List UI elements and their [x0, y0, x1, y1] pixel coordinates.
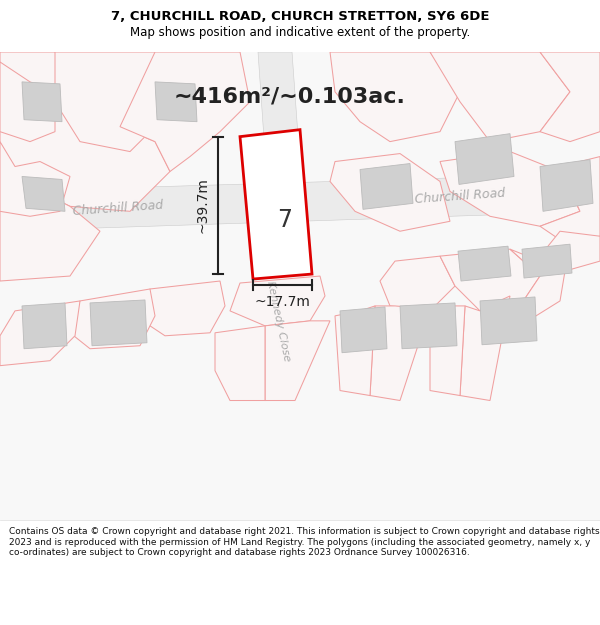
Polygon shape — [22, 303, 67, 349]
Polygon shape — [265, 321, 330, 401]
Polygon shape — [400, 303, 457, 349]
Text: Churchill Road: Churchill Road — [73, 199, 164, 218]
Polygon shape — [430, 306, 465, 396]
Text: Kennedy Close: Kennedy Close — [265, 279, 292, 362]
Polygon shape — [22, 176, 65, 211]
Text: 7: 7 — [277, 208, 292, 232]
Polygon shape — [120, 52, 250, 171]
Polygon shape — [0, 52, 170, 211]
Polygon shape — [65, 289, 155, 349]
Polygon shape — [0, 52, 600, 520]
Text: 7, CHURCHILL ROAD, CHURCH STRETTON, SY6 6DE: 7, CHURCHILL ROAD, CHURCH STRETTON, SY6 … — [111, 11, 489, 23]
Polygon shape — [540, 231, 600, 271]
Text: ~39.7m: ~39.7m — [195, 177, 209, 233]
Polygon shape — [90, 300, 147, 346]
Polygon shape — [22, 82, 62, 122]
Polygon shape — [55, 52, 180, 152]
Polygon shape — [458, 246, 511, 281]
Text: Churchill Road: Churchill Road — [415, 187, 506, 206]
Polygon shape — [0, 301, 80, 366]
Polygon shape — [360, 164, 413, 209]
Text: ~17.7m: ~17.7m — [254, 295, 310, 309]
Polygon shape — [540, 159, 593, 211]
Polygon shape — [540, 52, 600, 142]
Polygon shape — [380, 256, 455, 311]
Polygon shape — [330, 154, 450, 231]
Polygon shape — [480, 249, 565, 326]
Polygon shape — [460, 296, 510, 401]
Polygon shape — [258, 52, 302, 196]
Polygon shape — [230, 276, 325, 326]
Polygon shape — [480, 297, 537, 345]
Polygon shape — [0, 62, 55, 142]
Polygon shape — [522, 244, 572, 278]
Polygon shape — [0, 142, 70, 216]
Polygon shape — [240, 129, 312, 279]
Polygon shape — [440, 249, 540, 311]
Polygon shape — [440, 152, 580, 226]
Polygon shape — [215, 326, 265, 401]
Polygon shape — [330, 52, 460, 142]
Polygon shape — [430, 52, 570, 142]
Polygon shape — [0, 174, 600, 231]
Text: Map shows position and indicative extent of the property.: Map shows position and indicative extent… — [130, 26, 470, 39]
Polygon shape — [155, 82, 197, 122]
Polygon shape — [370, 306, 430, 401]
Polygon shape — [455, 134, 514, 184]
Polygon shape — [0, 181, 100, 281]
Polygon shape — [135, 281, 225, 336]
Text: ~416m²/~0.103ac.: ~416m²/~0.103ac. — [174, 87, 406, 107]
Polygon shape — [540, 156, 600, 243]
Polygon shape — [340, 307, 387, 352]
Polygon shape — [335, 306, 375, 396]
Text: Contains OS data © Crown copyright and database right 2021. This information is : Contains OS data © Crown copyright and d… — [9, 528, 599, 557]
